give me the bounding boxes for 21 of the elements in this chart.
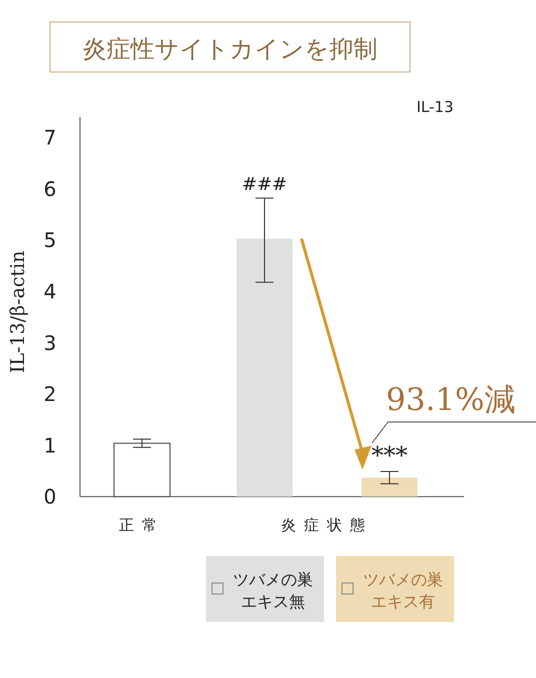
- legend-item: ツバメの巣エキス無: [206, 556, 324, 622]
- annotation: ###: [242, 174, 288, 196]
- x-tick-label: 炎症状態: [281, 516, 373, 534]
- y-tick-label: 3: [44, 330, 56, 355]
- text: IL-13: [416, 98, 454, 116]
- annotation: 93.1%減: [386, 382, 516, 418]
- legend-label: ツバメの巣エキス無: [233, 570, 313, 611]
- x-tick-label: 正常: [119, 516, 165, 534]
- legend-label: ツバメの巣エキス有: [363, 570, 443, 611]
- y-tick-label: 7: [44, 126, 56, 150]
- y-tick-label: 5: [44, 228, 56, 252]
- annotation: ***: [372, 441, 408, 470]
- title: 炎症性サイトカインを抑制: [50, 22, 410, 72]
- y-tick-label: 2: [44, 382, 56, 406]
- y-tick-label: 6: [44, 176, 56, 201]
- y-tick-label: 4: [44, 279, 56, 304]
- legend-item: ツバメの巣エキス有: [336, 556, 454, 622]
- y-tick-label: 1: [44, 433, 56, 458]
- chart-title: 炎症性サイトカインを抑制: [82, 35, 378, 63]
- y-tick-label: 0: [44, 484, 56, 509]
- y-axis-title: IL-13/β-actin: [7, 250, 29, 374]
